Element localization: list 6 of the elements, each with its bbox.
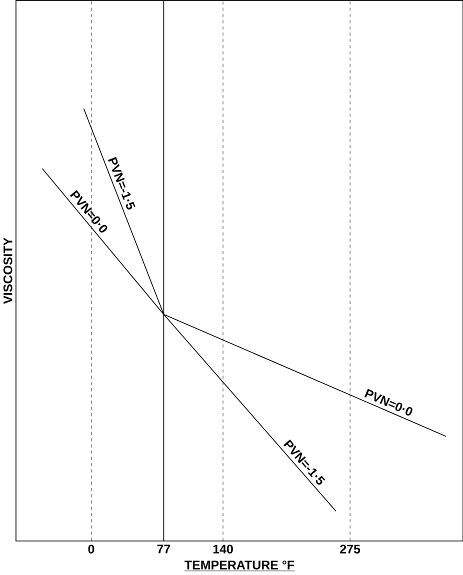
x-tick-label: 77 <box>157 544 170 554</box>
x-tick-label: 140 <box>213 544 233 554</box>
x-tick-label: 0 <box>88 544 94 554</box>
x-tick-label: 275 <box>340 544 360 554</box>
y-axis-title: VISCOSITY <box>3 238 12 304</box>
x-axis-title: TEMPERATURE °F <box>184 560 294 570</box>
